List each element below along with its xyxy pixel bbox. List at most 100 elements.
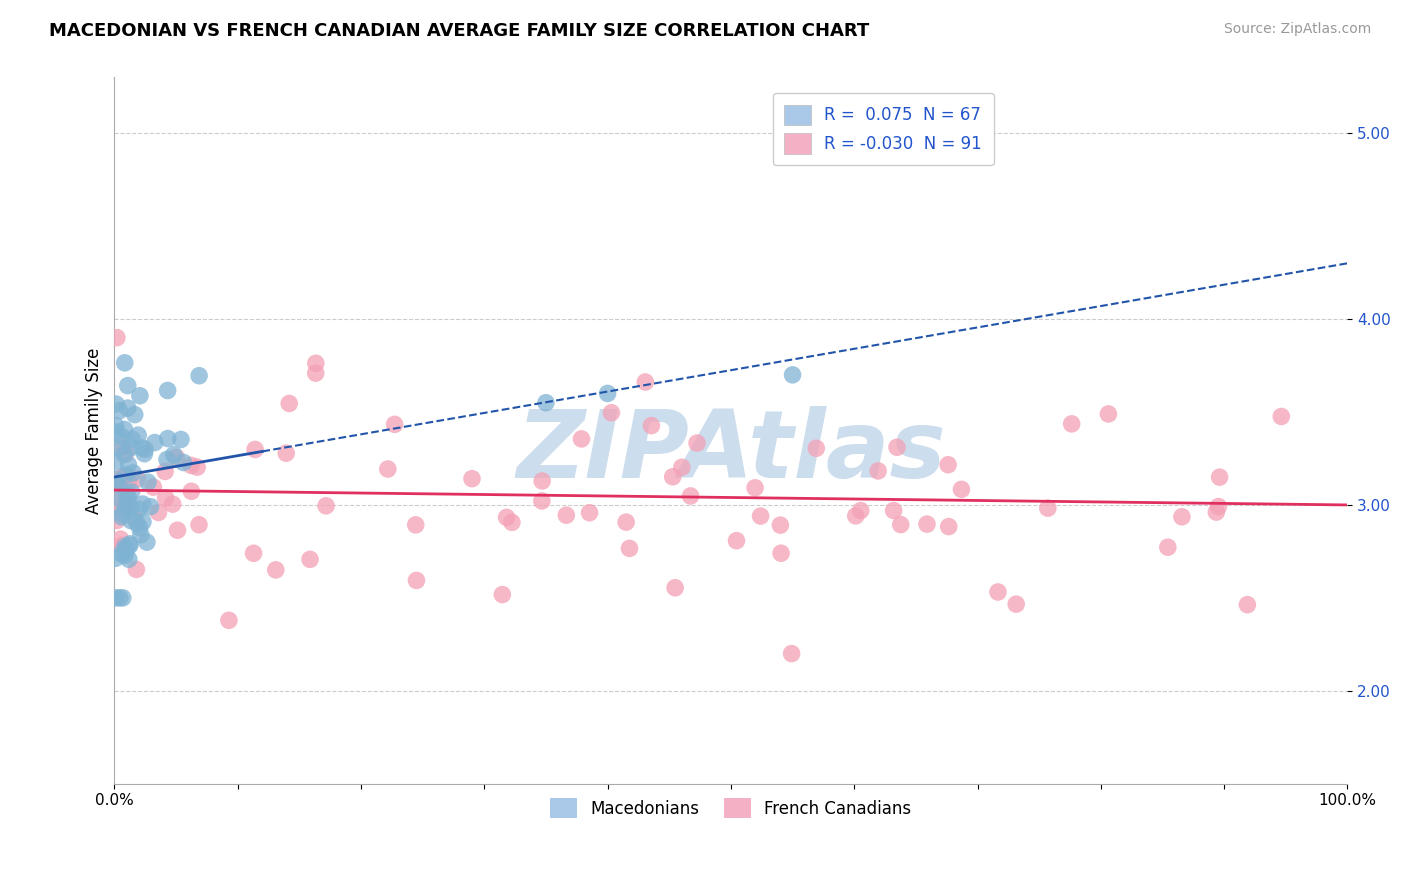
Text: Source: ZipAtlas.com: Source: ZipAtlas.com	[1223, 22, 1371, 37]
Macedonians	[114, 356, 136, 370]
French Canadians	[845, 508, 868, 523]
Macedonians	[110, 547, 132, 561]
Macedonians	[128, 502, 150, 516]
Macedonians	[105, 397, 128, 411]
Macedonians	[120, 441, 142, 455]
French Canadians	[770, 546, 793, 560]
French Canadians	[679, 489, 702, 503]
French Canadians	[155, 491, 177, 505]
Macedonians	[117, 458, 139, 472]
Macedonians	[134, 442, 156, 457]
French Canadians	[114, 496, 136, 510]
French Canadians	[243, 442, 266, 457]
French Canadians	[180, 458, 202, 473]
Macedonians	[170, 433, 193, 447]
Macedonians	[104, 455, 127, 469]
Macedonians	[129, 528, 152, 542]
Macedonians	[156, 384, 179, 398]
French Canadians	[218, 613, 240, 627]
Macedonians	[117, 491, 139, 505]
Macedonians	[118, 552, 141, 566]
Macedonians	[782, 368, 804, 382]
French Canadians	[868, 464, 890, 478]
Macedonians	[139, 500, 162, 514]
French Canadians	[780, 647, 803, 661]
French Canadians	[578, 506, 600, 520]
French Canadians	[530, 494, 553, 508]
French Canadians	[276, 446, 298, 460]
French Canadians	[725, 533, 748, 548]
Macedonians	[134, 447, 156, 461]
French Canadians	[165, 450, 187, 465]
French Canadians	[987, 585, 1010, 599]
French Canadians	[112, 440, 135, 454]
Macedonians	[163, 448, 186, 462]
French Canadians	[105, 514, 128, 528]
French Canadians	[1097, 407, 1119, 421]
Macedonians	[111, 591, 134, 605]
French Canadians	[111, 538, 134, 552]
Y-axis label: Average Family Size: Average Family Size	[86, 347, 103, 514]
French Canadians	[749, 509, 772, 524]
Macedonians	[115, 542, 138, 557]
Macedonians	[108, 591, 131, 605]
French Canadians	[405, 517, 427, 532]
French Canadians	[122, 510, 145, 524]
French Canadians	[264, 563, 287, 577]
French Canadians	[112, 469, 135, 483]
Macedonians	[112, 447, 135, 461]
French Canadians	[180, 484, 202, 499]
Macedonians	[107, 477, 129, 491]
Macedonians	[127, 428, 149, 442]
French Canadians	[571, 432, 593, 446]
Macedonians	[124, 408, 146, 422]
Macedonians	[122, 466, 145, 480]
Macedonians	[534, 395, 557, 409]
Macedonians	[172, 455, 194, 469]
Macedonians	[128, 520, 150, 534]
Macedonians	[118, 500, 141, 514]
French Canadians	[950, 483, 973, 497]
French Canadians	[162, 497, 184, 511]
Macedonians	[108, 442, 131, 456]
Macedonians	[104, 418, 127, 433]
French Canadians	[105, 487, 128, 501]
Macedonians	[114, 540, 136, 554]
French Canadians	[118, 475, 141, 490]
French Canadians	[305, 356, 328, 370]
Macedonians	[125, 516, 148, 530]
Macedonians	[114, 549, 136, 563]
French Canadians	[501, 516, 523, 530]
Macedonians	[105, 473, 128, 487]
Legend: Macedonians, French Canadians: Macedonians, French Canadians	[544, 791, 918, 825]
French Canadians	[278, 396, 301, 410]
French Canadians	[1157, 540, 1180, 554]
Macedonians	[118, 537, 141, 551]
Macedonians	[143, 435, 166, 450]
Macedonians	[104, 551, 127, 566]
French Canadians	[1171, 509, 1194, 524]
Macedonians	[132, 515, 155, 529]
Macedonians	[121, 432, 143, 446]
French Canadians	[671, 460, 693, 475]
French Canadians	[619, 541, 641, 556]
French Canadians	[242, 546, 264, 560]
French Canadians	[108, 502, 131, 516]
French Canadians	[634, 375, 657, 389]
Macedonians	[115, 493, 138, 508]
Macedonians	[115, 485, 138, 500]
French Canadians	[1270, 409, 1292, 424]
French Canadians	[315, 499, 337, 513]
French Canadians	[1208, 500, 1230, 514]
French Canadians	[640, 418, 662, 433]
French Canadians	[664, 581, 686, 595]
French Canadians	[1036, 501, 1059, 516]
Macedonians	[120, 501, 142, 516]
French Canadians	[105, 331, 128, 345]
French Canadians	[110, 470, 132, 484]
French Canadians	[769, 518, 792, 533]
French Canadians	[148, 506, 170, 520]
French Canadians	[915, 517, 938, 532]
Text: ZIPAtlas: ZIPAtlas	[516, 406, 946, 498]
French Canadians	[186, 460, 208, 475]
